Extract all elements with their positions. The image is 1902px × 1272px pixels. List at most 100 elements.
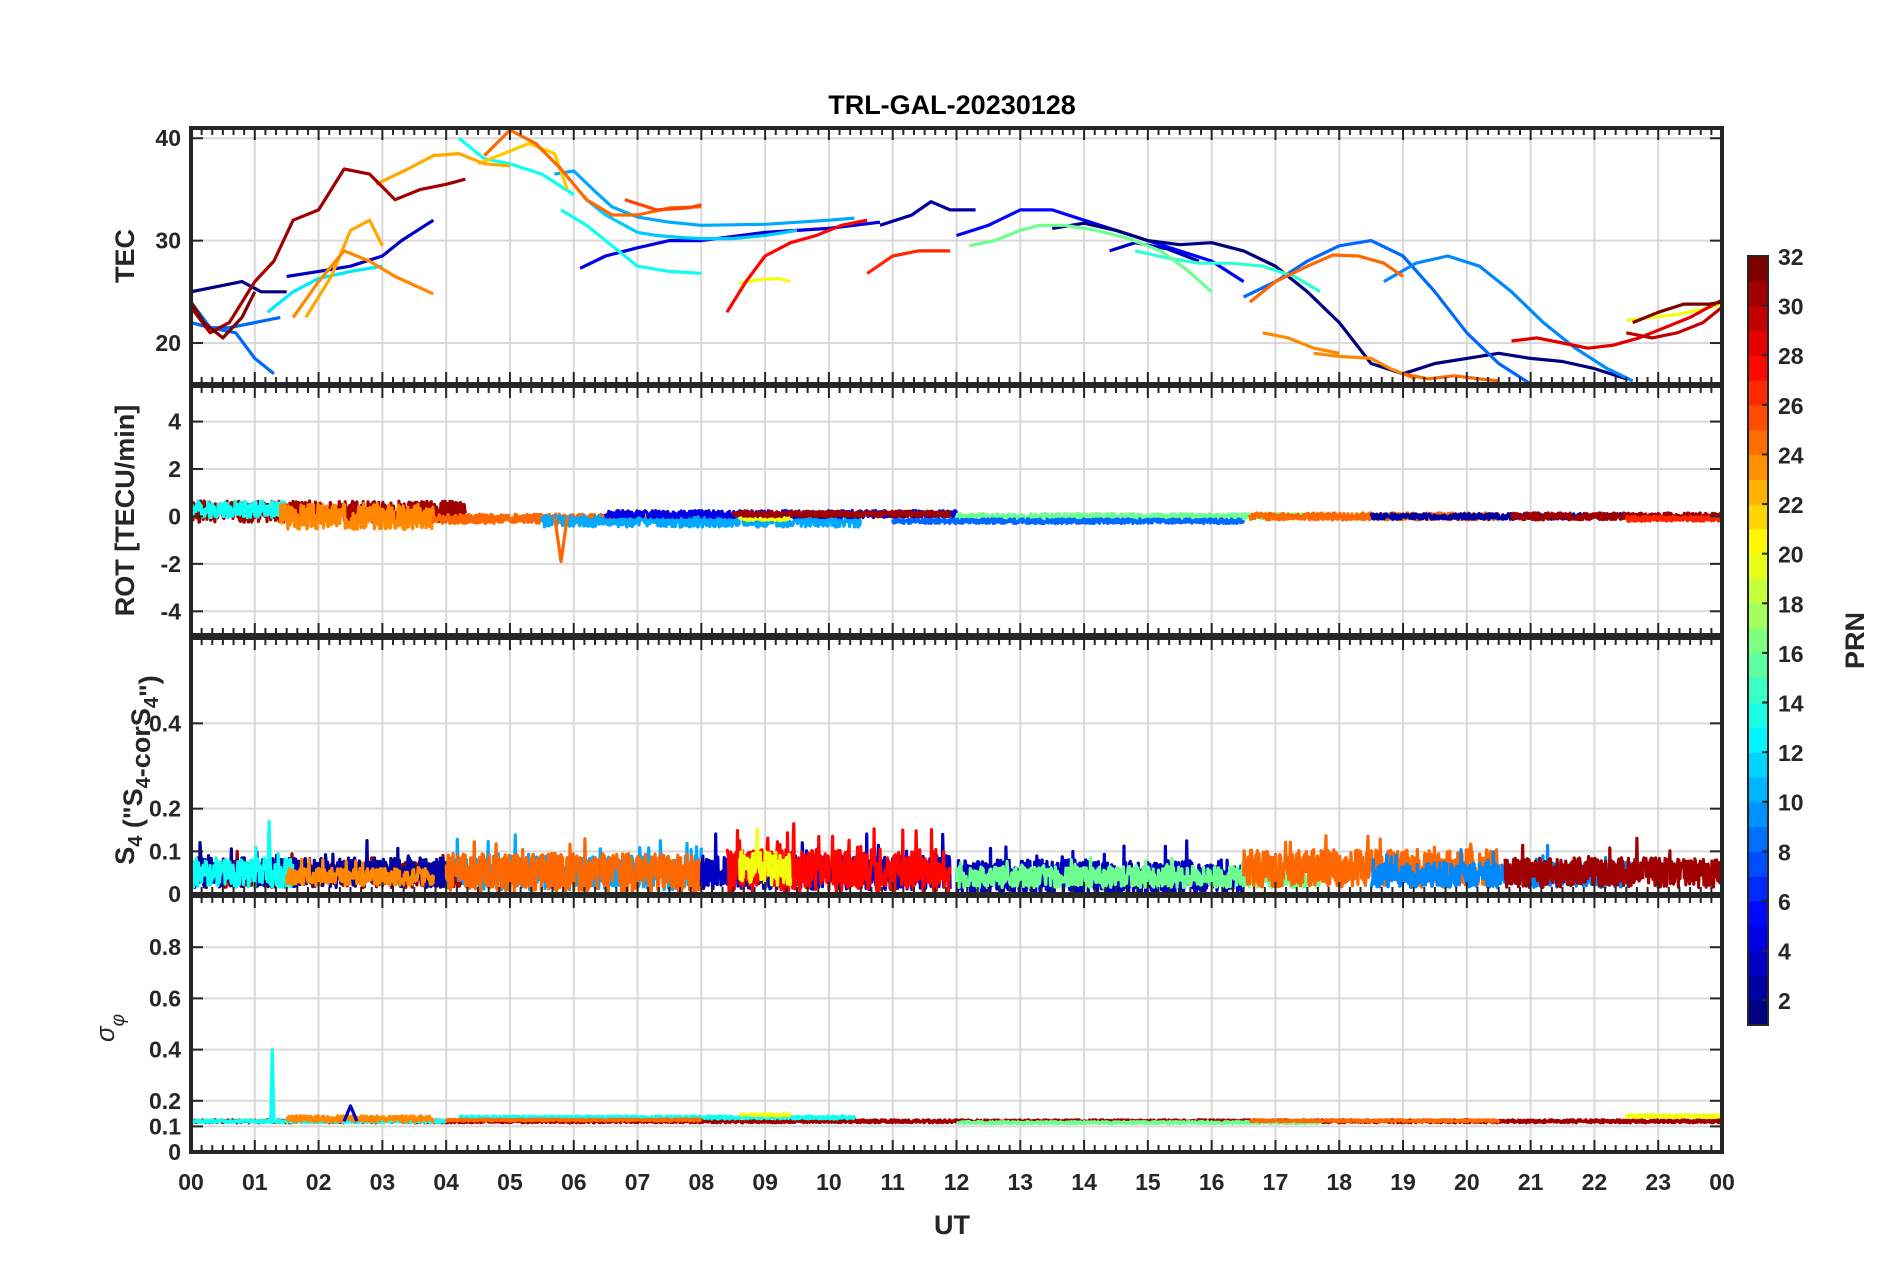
colorbar-segment [1748, 305, 1768, 332]
series-line-prn-13 [457, 136, 575, 196]
x-tick-label: 01 [242, 1169, 268, 1195]
x-tick-label: 10 [816, 1169, 842, 1195]
x-tick-label: 07 [625, 1169, 651, 1195]
series-line-prn-2 [879, 200, 976, 227]
series-line-prn-8 [191, 301, 275, 376]
colorbar-segment [1748, 528, 1768, 555]
y-tick-label: 40 [155, 125, 181, 151]
grid-sigma_phi [191, 896, 1722, 1153]
colorbar-tick-label: 22 [1778, 492, 1804, 518]
x-tick-label: 00 [178, 1169, 204, 1195]
colorbar-segment [1748, 900, 1768, 927]
series-line-prn-20 [738, 515, 792, 523]
colorbar-tick-label: 18 [1778, 591, 1804, 617]
colorbar-segment [1748, 925, 1768, 952]
colorbar-frame [1747, 255, 1769, 1026]
x-tick-label: 00 [1709, 1169, 1735, 1195]
series-line-prn-10 [540, 513, 863, 529]
colorbar-segment [1748, 578, 1768, 604]
grid-tec [191, 128, 1722, 384]
y-tick-label: 0.2 [149, 796, 181, 822]
colorbar-segment [1748, 454, 1768, 480]
y-tick-label: 2 [168, 456, 181, 482]
colorbar-segment [1748, 256, 1768, 282]
colorbar-segment [1748, 380, 1768, 406]
y-tick-label: 0.4 [149, 710, 181, 736]
series-line-prn-24 [285, 1114, 435, 1124]
x-tick-label: 18 [1326, 1169, 1352, 1195]
series-line-prn-25 [1248, 1118, 1501, 1124]
y-tick-label: 0.6 [149, 985, 181, 1011]
series-tec [191, 128, 1722, 384]
y-tick-label: 20 [155, 330, 181, 356]
colorbar-segment [1748, 677, 1768, 704]
series-line-prn-27 [1624, 514, 1722, 523]
series-line-prn-13 [191, 845, 295, 890]
series-line-prn-13 [269, 1048, 276, 1122]
x-tick-label: 23 [1645, 1169, 1671, 1195]
colorbar-segment [1748, 355, 1768, 381]
y-tick-label: 0 [168, 503, 181, 529]
series-line-prn-31 [191, 167, 466, 335]
series-line-prn-24 [1262, 331, 1340, 355]
panel-sigma_phi: 00.10.2 0.4 0.6 0.8 σφ [90, 894, 1724, 1165]
x-tick-label: 14 [1071, 1169, 1097, 1195]
series-line-prn-12 [266, 264, 383, 314]
series-line-prn-20 [1624, 1113, 1722, 1120]
colorbar-tick-label: 12 [1778, 740, 1804, 766]
x-tick-label: 19 [1390, 1169, 1416, 1195]
colorbar-segment [1748, 429, 1768, 456]
colorbar-segment [1748, 553, 1768, 580]
series-line-prn-25 [445, 1117, 703, 1123]
colorbar-segment [1748, 876, 1768, 902]
x-tick-labels: 00 01 02 03 04 05 06 07 08 09 10 11 12 13 14 15 16 17 18 19… [178, 1169, 1735, 1195]
y-tick-label: 0.2 [149, 1088, 181, 1114]
series-line-prn-29 [1511, 298, 1722, 350]
series-line-prn-20 [738, 827, 793, 887]
x-tick-label: 05 [497, 1169, 523, 1195]
y-tick-label: -2 [161, 551, 181, 577]
colorbar-tick-label: 28 [1778, 343, 1804, 369]
x-tick-label: 03 [370, 1169, 396, 1195]
axes-rot: -4 -2 0 2 4 [161, 384, 1724, 637]
colorbar-tick-label: 2 [1778, 988, 1791, 1014]
series-rot [191, 499, 1722, 564]
series-line-prn-24 [291, 249, 435, 319]
series-line-prn-32 [191, 291, 257, 340]
colorbar-segment [1748, 479, 1768, 505]
series-line-prn-16 [968, 223, 1213, 293]
colorbar-segment [1748, 1000, 1768, 1026]
x-tick-label: 08 [689, 1169, 715, 1195]
x-tick-label: 02 [306, 1169, 332, 1195]
y-tick-label: 0.1 [149, 1113, 181, 1139]
colorbar-segment [1748, 404, 1768, 431]
series-line-prn-14 [1134, 249, 1321, 294]
y-axis-label: S4 ("S4-corS4") [110, 675, 164, 865]
series-line-prn-10 [554, 169, 855, 227]
series-line-prn-13 [266, 819, 273, 877]
colorbar-segment [1748, 851, 1768, 877]
series-line-prn-3 [342, 1104, 359, 1122]
series-line-prn-23 [304, 218, 384, 319]
x-tick-label: 21 [1518, 1169, 1544, 1195]
x-tick-label: 17 [1263, 1169, 1289, 1195]
colorbar-segment [1748, 950, 1768, 976]
x-tick-label: 12 [944, 1169, 970, 1195]
panel-rot: -4 -2 0 2 4 ROT [TECU/min] [110, 384, 1724, 637]
series-line-prn-31 [1503, 836, 1722, 890]
y-tick-label: 0 [168, 881, 181, 907]
series-line-prn-26 [624, 198, 702, 212]
series-line-prn-20 [738, 1112, 792, 1118]
colorbar-segment [1748, 330, 1768, 356]
x-tick-label: 15 [1135, 1169, 1161, 1195]
x-tick-label: 11 [881, 1169, 906, 1195]
x-tick-label: 20 [1454, 1169, 1480, 1195]
series-line-prn-27 [866, 249, 951, 275]
colorbar-tick-label: 20 [1778, 542, 1804, 568]
colorbar-tick-label: 24 [1778, 442, 1804, 468]
series-line-prn-3 [286, 218, 435, 279]
colorbar-tick-label: 8 [1778, 839, 1791, 865]
colorbar-segment [1748, 776, 1768, 803]
y-tick-label: 0 [168, 1139, 181, 1165]
